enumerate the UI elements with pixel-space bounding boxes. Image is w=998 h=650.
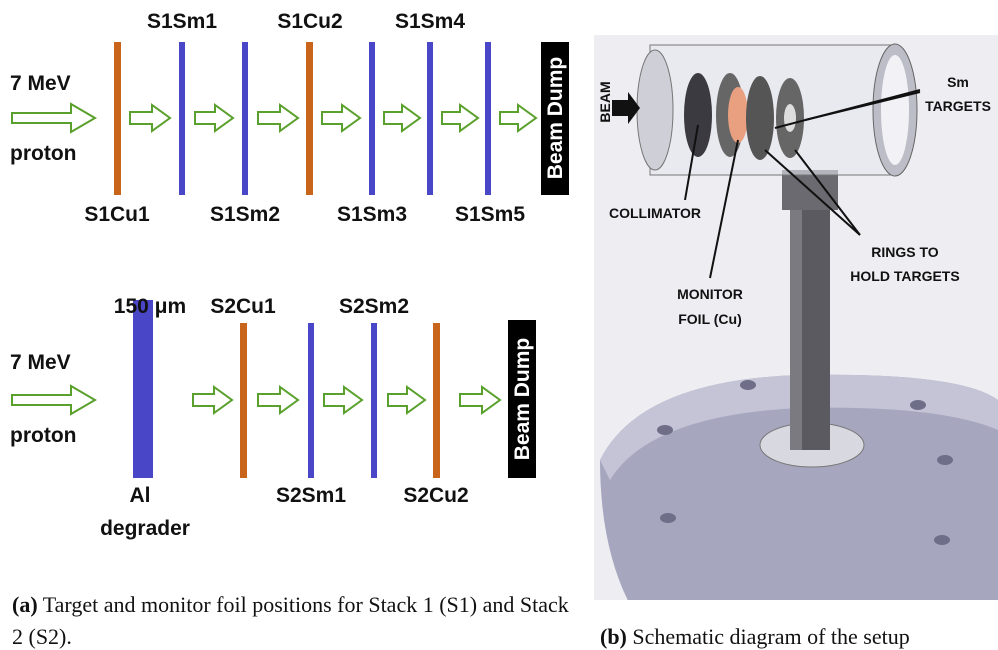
setup-schematic xyxy=(594,35,998,600)
beam-arrow xyxy=(258,387,298,413)
hole xyxy=(937,455,953,465)
callout-label: Sm xyxy=(947,74,969,90)
foil-label: S2Cu2 xyxy=(403,484,468,507)
figure-graphics: Beam Dump 7 MeV proton S1Sm1 S1Cu2 S1Sm4… xyxy=(0,0,998,600)
caption-b: (b) Schematic diagram of the setup xyxy=(600,621,998,650)
hole xyxy=(740,380,756,390)
foil-label: S1Sm2 xyxy=(210,203,280,226)
foil xyxy=(369,42,375,195)
hole xyxy=(910,400,926,410)
beam-arrow xyxy=(324,387,362,413)
beam-arrow xyxy=(442,105,478,131)
particle: proton xyxy=(10,142,76,165)
beam-energy: 7 MeV xyxy=(10,72,71,95)
foil-label: S1Sm5 xyxy=(455,203,525,226)
foil-label: S1Cu2 xyxy=(277,10,342,33)
beam-arrow xyxy=(12,104,95,132)
foil-label: S2Sm2 xyxy=(339,295,409,318)
degrader-word: degrader xyxy=(100,517,190,540)
beam-arrow xyxy=(460,387,500,413)
ring xyxy=(746,76,774,160)
foil xyxy=(306,42,313,195)
foil-label: S2Cu1 xyxy=(210,295,276,318)
foil-label: S2Sm1 xyxy=(276,484,346,507)
callout-label: FOIL (Cu) xyxy=(678,311,742,327)
hole xyxy=(934,535,950,545)
figure: Beam Dump 7 MeV proton S1Sm1 S1Cu2 S1Sm4… xyxy=(0,0,998,650)
foil-label: S1Sm4 xyxy=(395,10,465,33)
degrader-material: Al xyxy=(130,484,151,507)
hole xyxy=(660,513,676,523)
foil xyxy=(308,323,314,478)
foil xyxy=(433,323,440,478)
callout-label: TARGETS xyxy=(925,98,991,114)
target xyxy=(784,104,796,132)
beam-dump-label: Beam Dump xyxy=(544,57,567,180)
beam-arrow xyxy=(500,105,536,131)
foil xyxy=(114,42,121,195)
callout-label: COLLIMATOR xyxy=(609,205,701,221)
caption-text: Target and monitor foil positions for St… xyxy=(12,592,569,649)
beam-arrow xyxy=(388,387,425,413)
callout-label: HOLD TARGETS xyxy=(850,268,959,284)
caption-text: Schematic diagram of the setup xyxy=(632,624,909,649)
callout-label: MONITOR xyxy=(677,286,743,302)
foil xyxy=(427,42,433,195)
beam-dump-label: Beam Dump xyxy=(511,338,534,461)
foil-label: S1Cu1 xyxy=(84,203,150,226)
chamber-end-inner xyxy=(881,55,909,165)
beam-arrow xyxy=(193,387,232,413)
particle: proton xyxy=(10,424,76,447)
collimator xyxy=(684,73,712,157)
caption-a: (a) Target and monitor foil positions fo… xyxy=(12,589,582,650)
callout-label: RINGS TO xyxy=(871,244,939,260)
foil-label: S1Sm1 xyxy=(147,10,217,33)
foil xyxy=(242,42,248,195)
degrader-thickness: 150 μm xyxy=(114,295,186,318)
pole-highlight xyxy=(790,195,802,450)
caption-label: (b) xyxy=(600,624,627,649)
beam-arrow xyxy=(258,105,298,131)
foil-label: S1Sm3 xyxy=(337,203,407,226)
stack2-foils xyxy=(133,300,536,478)
foil xyxy=(485,42,491,195)
foil xyxy=(371,323,377,478)
beam-arrow xyxy=(195,105,233,131)
foil xyxy=(240,323,247,478)
beam-arrow xyxy=(322,105,360,131)
degrader xyxy=(133,300,153,478)
arrows xyxy=(12,104,536,414)
chamber-front xyxy=(637,50,673,170)
caption-label: (a) xyxy=(12,592,38,617)
hole xyxy=(657,425,673,435)
beam-arrow xyxy=(384,105,420,131)
foil xyxy=(179,42,185,195)
beam-arrow xyxy=(12,386,95,414)
beam-energy: 7 MeV xyxy=(10,351,71,374)
beam-label: BEAM xyxy=(597,81,613,122)
monitor-foil xyxy=(728,87,748,143)
beam-arrow xyxy=(130,105,170,131)
